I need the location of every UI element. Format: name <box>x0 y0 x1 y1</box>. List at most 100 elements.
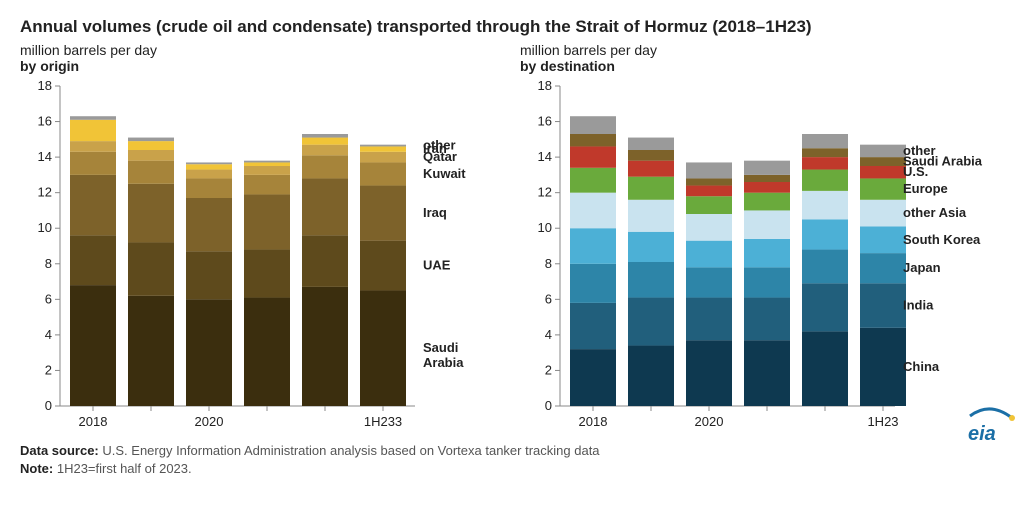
svg-text:2020: 2020 <box>695 414 724 429</box>
bar-segment <box>802 250 848 284</box>
svg-text:6: 6 <box>545 291 552 306</box>
bar-segment <box>570 349 616 406</box>
bar-segment <box>128 138 174 142</box>
bar-segment <box>570 147 616 168</box>
bar-segment <box>686 196 732 214</box>
bar-segment <box>860 253 906 283</box>
bar-segment <box>186 251 232 299</box>
destination-sub-label: by destination <box>520 58 1010 74</box>
footer-source-label: Data source: <box>20 443 99 458</box>
bar-segment <box>860 179 906 200</box>
bar-segment <box>860 283 906 327</box>
bar-segment <box>302 179 348 236</box>
legend-label: Arabia <box>423 355 464 370</box>
bar-segment <box>686 179 732 186</box>
svg-text:16: 16 <box>38 114 52 129</box>
bar-segment <box>570 264 616 303</box>
bar-segment <box>70 141 116 152</box>
bar-segment <box>686 214 732 241</box>
bar-segment <box>802 157 848 169</box>
legend-label: Saudi <box>423 340 458 355</box>
svg-text:0: 0 <box>545 398 552 413</box>
bar-segment <box>802 134 848 148</box>
bar-segment <box>244 250 290 298</box>
svg-text:2018: 2018 <box>579 414 608 429</box>
bar-segment <box>628 346 674 406</box>
bar-segment <box>628 298 674 346</box>
bar-segment <box>186 198 232 251</box>
svg-text:1H233: 1H233 <box>364 414 402 429</box>
bar-segment <box>128 141 174 150</box>
bar-segment <box>70 152 116 175</box>
bar-segment <box>70 120 116 141</box>
bar-segment <box>244 195 290 250</box>
svg-text:18: 18 <box>538 78 552 93</box>
bar-segment <box>244 166 290 175</box>
svg-text:8: 8 <box>545 256 552 271</box>
svg-text:4: 4 <box>545 327 552 342</box>
bar-segment <box>744 239 790 267</box>
origin-chart: 024681012141618201820201H233otherIranQat… <box>20 76 510 436</box>
origin-unit-label: million barrels per day <box>20 42 510 58</box>
bar-segment <box>360 186 406 241</box>
bar-segment <box>360 291 406 407</box>
bar-segment <box>802 191 848 219</box>
bar-segment <box>686 298 732 341</box>
legend-label: India <box>903 298 934 313</box>
bar-segment <box>570 303 616 349</box>
bar-segment <box>302 235 348 287</box>
bar-segment <box>70 175 116 235</box>
legend-label: other Asia <box>903 205 967 220</box>
svg-text:1H23: 1H23 <box>867 414 898 429</box>
bar-segment <box>128 161 174 184</box>
bar-segment <box>628 262 674 298</box>
bar-segment <box>802 331 848 406</box>
bar-segment <box>628 161 674 177</box>
bar-segment <box>686 267 732 297</box>
bar-segment <box>360 163 406 186</box>
bar-segment <box>860 145 906 157</box>
bar-segment <box>802 219 848 249</box>
bar-segment <box>802 283 848 331</box>
bar-segment <box>628 177 674 200</box>
bar-segment <box>570 168 616 193</box>
eia-logo: eia <box>960 406 1020 446</box>
footer-note-text: 1H23=first half of 2023. <box>57 461 192 476</box>
legend-label: Iraq <box>423 205 447 220</box>
svg-text:10: 10 <box>38 220 52 235</box>
bar-segment <box>686 186 732 197</box>
legend-label: Qatar <box>423 149 457 164</box>
svg-text:2: 2 <box>45 363 52 378</box>
origin-chart-block: million barrels per day by origin 024681… <box>20 42 510 436</box>
bar-segment <box>244 175 290 195</box>
bar-segment <box>70 235 116 285</box>
bar-segment <box>360 147 406 152</box>
legend-label: Europe <box>903 181 948 196</box>
bar-segment <box>802 148 848 157</box>
bar-segment <box>860 157 906 166</box>
svg-text:4: 4 <box>45 327 52 342</box>
origin-sub-label: by origin <box>20 58 510 74</box>
bar-segment <box>860 328 906 406</box>
bar-segment <box>570 134 616 146</box>
destination-chart-block: million barrels per day by destination 0… <box>520 42 1010 436</box>
bar-segment <box>186 163 232 165</box>
svg-text:14: 14 <box>538 149 552 164</box>
svg-text:12: 12 <box>38 185 52 200</box>
svg-text:16: 16 <box>538 114 552 129</box>
bar-segment <box>744 298 790 341</box>
bar-segment <box>628 232 674 262</box>
legend-label: Japan <box>903 260 941 275</box>
bar-segment <box>128 296 174 406</box>
bar-segment <box>744 182 790 193</box>
bar-segment <box>628 138 674 150</box>
bar-segment <box>302 287 348 406</box>
svg-text:12: 12 <box>538 185 552 200</box>
charts-row: million barrels per day by origin 0 2 4 6 8 1… <box>20 42 1004 436</box>
bar-segment <box>570 116 616 134</box>
legend-label: Kuwait <box>423 166 466 181</box>
bar-segment <box>244 161 290 163</box>
bar-segment <box>628 200 674 232</box>
bar-segment <box>860 227 906 254</box>
bar-segment <box>860 166 906 178</box>
